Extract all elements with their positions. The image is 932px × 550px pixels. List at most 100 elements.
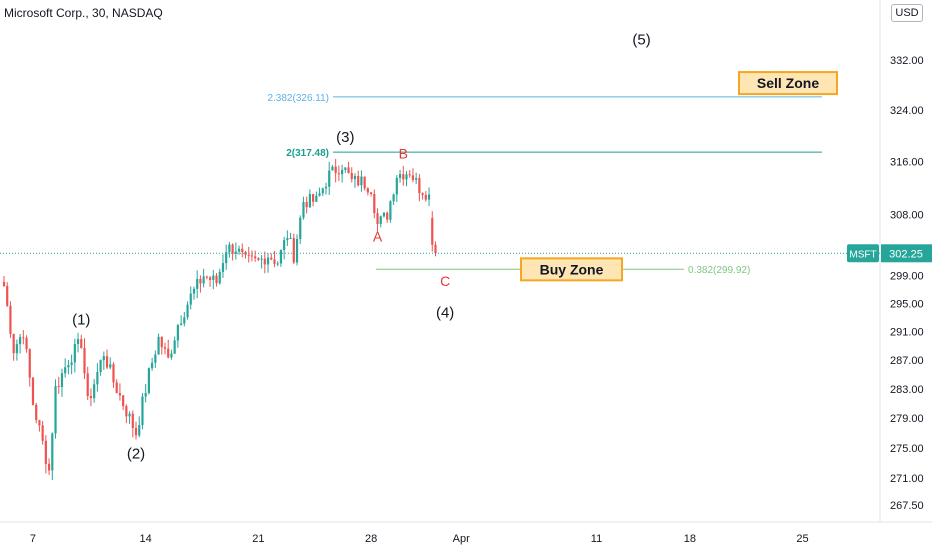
candle bbox=[250, 250, 254, 262]
candle bbox=[41, 420, 44, 445]
candle-body bbox=[331, 166, 334, 171]
fib-level-label: 0.382(299.92) bbox=[688, 265, 750, 276]
candle-body bbox=[434, 244, 437, 254]
candle bbox=[57, 376, 60, 394]
candle-body bbox=[273, 259, 276, 264]
candle-body bbox=[196, 278, 199, 289]
candle-body bbox=[318, 193, 321, 196]
candle bbox=[131, 410, 134, 438]
candle-body bbox=[122, 395, 125, 407]
candle-body bbox=[157, 336, 160, 355]
candle-body bbox=[341, 169, 344, 175]
candle bbox=[266, 253, 270, 273]
y-tick-label: 267.50 bbox=[890, 500, 924, 512]
candle-body bbox=[202, 276, 205, 284]
candle-body bbox=[353, 175, 357, 180]
candle-body bbox=[112, 364, 115, 383]
candle-body bbox=[86, 373, 89, 397]
candle-body bbox=[302, 202, 305, 218]
candle-body bbox=[125, 406, 128, 417]
y-tick-label: 283.00 bbox=[890, 384, 924, 396]
candle bbox=[360, 170, 363, 192]
wave-label: A bbox=[373, 228, 383, 244]
candle-body bbox=[83, 347, 86, 374]
zone-label: Buy Zone bbox=[540, 261, 604, 277]
candle bbox=[86, 366, 89, 401]
candle bbox=[15, 339, 18, 361]
candle bbox=[67, 360, 70, 375]
candle bbox=[395, 175, 398, 203]
candle-body bbox=[47, 463, 51, 471]
candle-body bbox=[154, 354, 157, 363]
candle-body bbox=[102, 356, 105, 361]
wave-label: (4) bbox=[436, 304, 454, 321]
wave-label: (1) bbox=[72, 311, 90, 328]
candle bbox=[331, 165, 334, 171]
candle bbox=[180, 315, 183, 326]
candle bbox=[225, 244, 228, 270]
candle-body bbox=[131, 413, 134, 428]
candle-body bbox=[392, 194, 395, 202]
candle bbox=[350, 167, 353, 183]
fib-level-label: 2.382(326.11) bbox=[267, 93, 329, 104]
candle-body bbox=[260, 258, 263, 260]
candle-body bbox=[89, 396, 93, 399]
candle-body bbox=[266, 257, 270, 265]
candle bbox=[386, 211, 389, 223]
candle bbox=[163, 342, 167, 355]
candle-body bbox=[357, 175, 360, 186]
candle-body bbox=[147, 368, 150, 393]
candle bbox=[170, 349, 173, 360]
candle bbox=[221, 254, 225, 278]
y-tick-label: 287.00 bbox=[890, 355, 924, 367]
candle bbox=[2, 275, 6, 287]
candle bbox=[25, 335, 28, 353]
candle-body bbox=[199, 278, 202, 284]
candle bbox=[93, 379, 96, 403]
candle-body bbox=[64, 367, 67, 374]
candle bbox=[334, 158, 337, 183]
candle bbox=[151, 357, 154, 371]
zone-box bbox=[738, 71, 838, 96]
candle bbox=[83, 338, 86, 379]
candle-body bbox=[6, 286, 9, 306]
candle-body bbox=[292, 237, 295, 263]
candle-body bbox=[411, 175, 415, 180]
candle-body bbox=[205, 276, 208, 278]
candle-body bbox=[96, 372, 99, 385]
candle bbox=[427, 187, 431, 207]
currency-button[interactable]: USD bbox=[891, 4, 923, 22]
candle bbox=[176, 323, 179, 348]
candle bbox=[382, 212, 386, 218]
candle bbox=[102, 351, 105, 371]
candle-body bbox=[431, 217, 434, 245]
candle-body bbox=[221, 263, 225, 272]
candle bbox=[228, 241, 231, 258]
wave-label: B bbox=[399, 145, 408, 161]
candle-body bbox=[215, 275, 218, 284]
candle bbox=[273, 250, 276, 268]
candle bbox=[19, 333, 22, 354]
candle bbox=[315, 191, 318, 202]
candle-body bbox=[415, 178, 418, 180]
candle bbox=[51, 432, 54, 480]
candle-body bbox=[163, 347, 167, 349]
candle-body bbox=[183, 317, 186, 324]
candle bbox=[421, 192, 424, 200]
candle bbox=[289, 232, 292, 239]
candle bbox=[144, 383, 147, 403]
candle bbox=[38, 419, 41, 432]
candle-body bbox=[35, 404, 38, 421]
candle bbox=[96, 363, 99, 392]
candle-body bbox=[382, 212, 386, 217]
candle bbox=[237, 245, 241, 255]
candle bbox=[189, 286, 192, 310]
candle bbox=[411, 168, 415, 183]
candle-body bbox=[15, 344, 18, 354]
candle-body bbox=[134, 427, 138, 436]
candle-body bbox=[360, 176, 363, 186]
y-tick-label: 271.00 bbox=[890, 473, 924, 485]
candle bbox=[6, 282, 9, 307]
y-tick-label: 308.00 bbox=[890, 209, 924, 221]
